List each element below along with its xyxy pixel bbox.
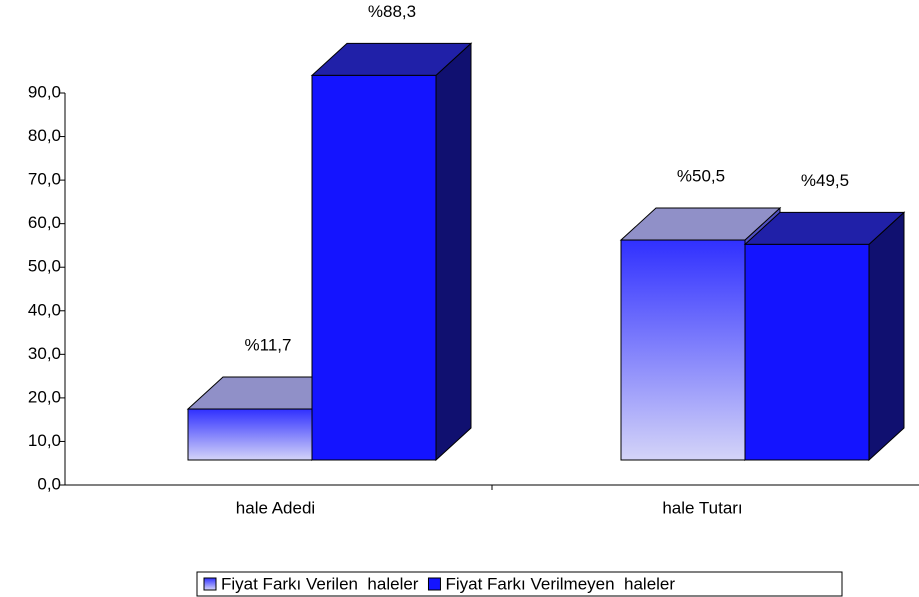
x-tick-label: hale Tutarı xyxy=(662,498,742,517)
y-tick-label: 50,0 xyxy=(28,257,61,276)
y-tick-label: 30,0 xyxy=(28,344,61,363)
bar-side xyxy=(868,211,905,462)
bar xyxy=(187,408,313,461)
value-label: %49,5 xyxy=(801,171,849,190)
value-label: %50,5 xyxy=(677,167,725,186)
legend-swatch xyxy=(203,577,217,591)
y-tick-label: 0,0 xyxy=(37,474,61,493)
y-tick-label: 10,0 xyxy=(28,431,61,450)
legend-swatch xyxy=(427,577,441,591)
legend-box xyxy=(196,571,843,597)
value-label: %88,3 xyxy=(368,2,416,21)
bar xyxy=(744,243,870,461)
legend-label: Fiyat Farkı Verilmeyen haleler xyxy=(445,574,675,593)
y-tick-label: 90,0 xyxy=(28,82,61,101)
y-tick-label: 60,0 xyxy=(28,213,61,232)
y-tick-label: 40,0 xyxy=(28,300,61,319)
bar xyxy=(311,74,437,461)
value-label: %11,7 xyxy=(245,336,292,355)
x-tick-label: hale Adedi xyxy=(236,498,315,517)
legend-label: Fiyat Farkı Verilen haleler xyxy=(221,574,419,593)
y-tick-label: 20,0 xyxy=(28,387,61,406)
bar xyxy=(620,239,746,461)
y-tick-label: 70,0 xyxy=(28,170,61,189)
y-tick-label: 80,0 xyxy=(28,126,61,145)
bar-side xyxy=(435,42,472,462)
